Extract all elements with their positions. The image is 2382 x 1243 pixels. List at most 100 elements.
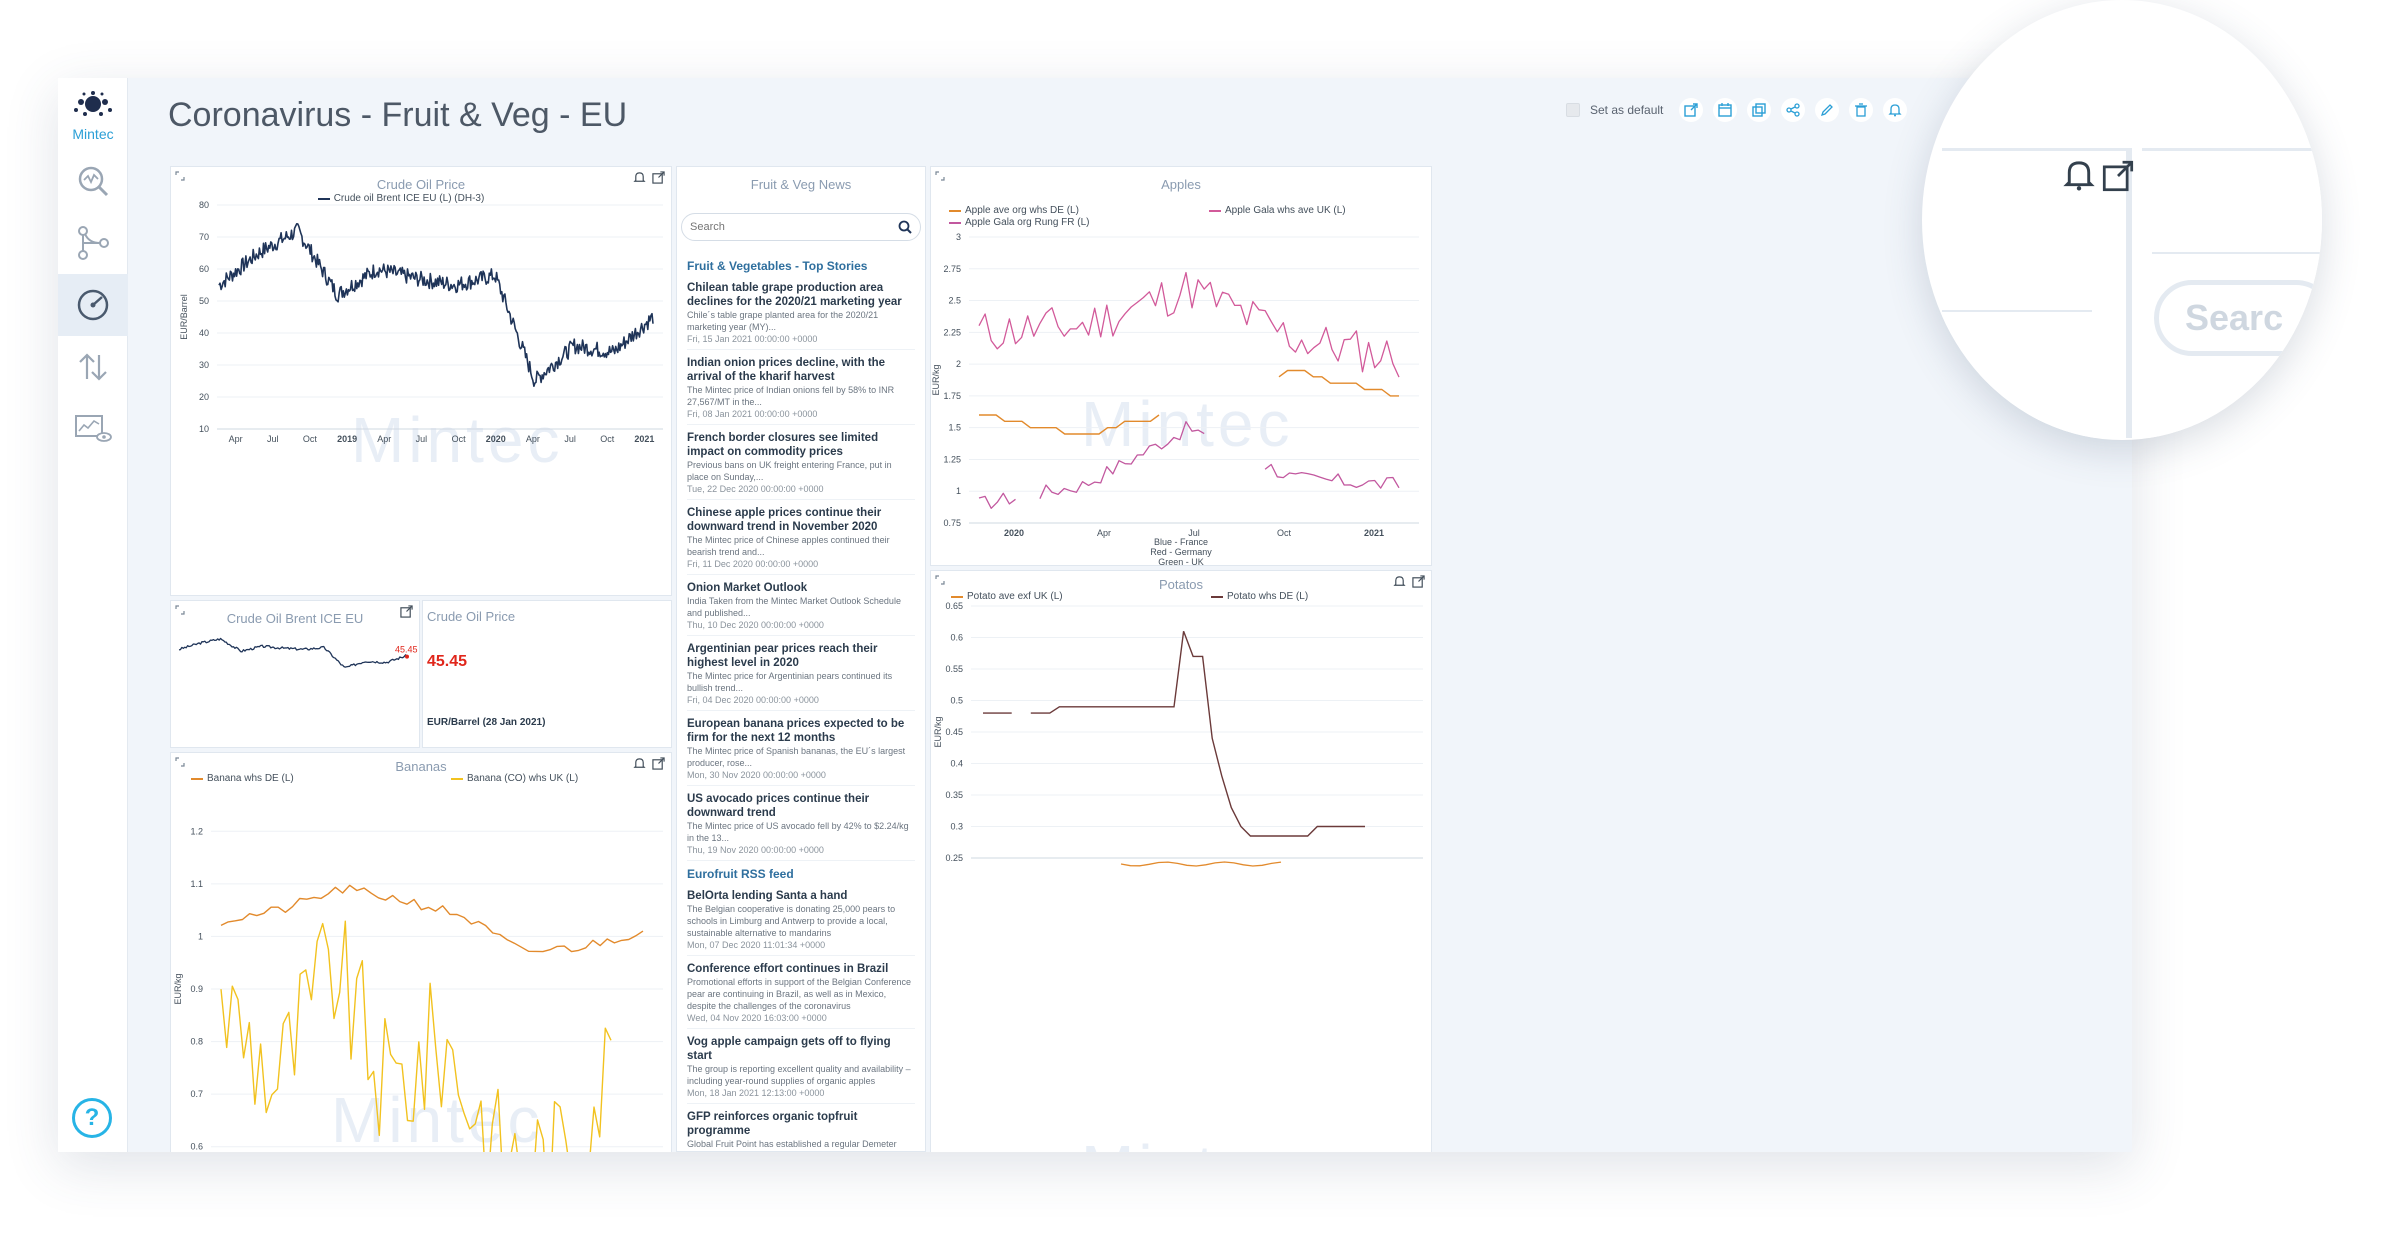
spark-chart: 45.45 bbox=[178, 637, 418, 668]
legend-item[interactable]: Potato ave exf UK (L) bbox=[951, 591, 1171, 602]
y-tick-label: 1.75 bbox=[943, 391, 961, 401]
x-tick-label: 2020 bbox=[486, 434, 506, 444]
news-headline[interactable]: Chilean table grape production area decl… bbox=[687, 282, 902, 308]
nav-search-analytics[interactable] bbox=[58, 150, 128, 212]
help-button[interactable]: ? bbox=[72, 1098, 112, 1138]
logo-icon bbox=[74, 91, 112, 116]
nav-network[interactable] bbox=[58, 212, 128, 274]
news-headline[interactable]: Indian onion prices decline, with the ar… bbox=[687, 357, 886, 383]
resize-icon[interactable] bbox=[935, 171, 945, 181]
panel-title: Crude Oil Price bbox=[427, 609, 516, 624]
news-item[interactable]: Chinese apple prices continue their down… bbox=[687, 504, 915, 575]
edit-icon[interactable] bbox=[1815, 98, 1840, 122]
x-tick-label: Jul bbox=[564, 434, 576, 444]
news-item[interactable]: BelOrta lending Santa a hand The Belgian … bbox=[687, 887, 915, 956]
news-headline[interactable]: US avocado prices continue their downwar… bbox=[687, 793, 870, 819]
news-item[interactable]: Indian onion prices decline, with the ar… bbox=[687, 354, 915, 425]
open-external-icon[interactable] bbox=[400, 605, 413, 618]
export-icon[interactable] bbox=[1679, 98, 1704, 122]
news-summary: The Mintec price of Chinese apples conti… bbox=[687, 535, 890, 557]
bell-icon[interactable] bbox=[1393, 575, 1406, 588]
legend-item[interactable]: Banana whs DE (L) bbox=[191, 773, 411, 784]
y-tick-label: 0.5 bbox=[950, 696, 963, 706]
news-item[interactable]: Onion Market Outlook India Taken from the… bbox=[687, 579, 915, 636]
news-item[interactable]: French border closures see limited impac… bbox=[687, 429, 915, 500]
delete-icon[interactable] bbox=[1849, 98, 1874, 122]
news-headline[interactable]: Vog apple campaign gets off to flying st… bbox=[687, 1036, 891, 1062]
news-date: Wed, 04 Nov 2020 16:03:00 +0000 bbox=[687, 1013, 827, 1023]
bell-icon[interactable] bbox=[633, 171, 646, 184]
toolbar: Set as default bbox=[1566, 98, 1908, 122]
nav-trade[interactable] bbox=[58, 336, 128, 398]
y-tick-label: 0.8 bbox=[190, 1037, 203, 1047]
mintec-logo[interactable]: Mintec bbox=[62, 88, 124, 142]
news-item[interactable]: GFP reinforces organic topfruit programm… bbox=[687, 1108, 915, 1151]
potatos-chart: 0.65 0.6 0.55 0.5 0.45 0.4 0.35 0.3 0.25 EUR/kg bbox=[933, 601, 1423, 867]
news-headline[interactable]: French border closures see limited impac… bbox=[687, 432, 879, 458]
news-date: Fri, 11 Dec 2020 00:00:00 +0000 bbox=[687, 559, 819, 569]
chart-eye-icon bbox=[75, 415, 112, 442]
legend-item[interactable]: Banana (CO) whs UK (L) bbox=[451, 773, 578, 784]
resize-icon[interactable] bbox=[175, 605, 185, 615]
open-external-icon[interactable] bbox=[652, 757, 665, 770]
news-item[interactable]: Argentinian pear prices reach their high… bbox=[687, 640, 915, 711]
news-item[interactable]: Vog apple campaign gets off to flying st… bbox=[687, 1033, 915, 1104]
open-external-icon[interactable] bbox=[2102, 160, 2134, 192]
news-item[interactable]: US avocado prices continue their downwar… bbox=[687, 790, 915, 861]
bell-icon[interactable] bbox=[2062, 158, 2096, 192]
legend-item[interactable]: Apple Gala org Rung FR (L) bbox=[949, 217, 1090, 228]
magnifier-chart-icon bbox=[78, 166, 109, 197]
search-button[interactable]: Searc bbox=[2154, 280, 2322, 356]
y-tick-label: 2.25 bbox=[943, 327, 961, 337]
panel-title: Crude Oil Brent ICE EU bbox=[226, 611, 364, 626]
bell-icon[interactable] bbox=[633, 757, 646, 770]
y-axis-label: EUR/kg bbox=[931, 364, 941, 395]
open-external-icon[interactable] bbox=[1412, 575, 1425, 588]
legend-item[interactable]: Apple Gala whs ave UK (L) bbox=[1209, 205, 1346, 216]
resize-icon[interactable] bbox=[175, 171, 185, 181]
legend-item[interactable]: Apple ave org whs DE (L) bbox=[949, 205, 1169, 216]
panel-title: Crude Oil Price bbox=[376, 177, 466, 192]
nav-dashboards[interactable] bbox=[58, 274, 128, 336]
y-tick-label: 0.7 bbox=[190, 1089, 203, 1099]
bell-icon[interactable] bbox=[1883, 98, 1908, 122]
y-tick-label: 30 bbox=[199, 360, 209, 370]
copy-icon[interactable] bbox=[1747, 98, 1772, 122]
apples-panel: Apples Mintec Apple ave org whs DE (L) A… bbox=[930, 166, 1432, 566]
resize-icon[interactable] bbox=[935, 575, 945, 585]
legend-item[interactable]: Crude oil Brent ICE EU (L) (DH-3) bbox=[317, 193, 484, 204]
panel-title: Bananas bbox=[395, 759, 447, 774]
y-tick-label: 50 bbox=[199, 296, 209, 306]
gauge-icon bbox=[77, 289, 109, 321]
news-search-input[interactable] bbox=[690, 221, 898, 233]
news-headline[interactable]: Chinese apple prices continue their down… bbox=[687, 507, 882, 533]
page-title: Coronavirus - Fruit & Veg - EU bbox=[168, 96, 628, 134]
news-headline[interactable]: Argentinian pear prices reach their high… bbox=[687, 643, 878, 669]
open-external-icon[interactable] bbox=[652, 171, 665, 184]
y-tick-label: 3 bbox=[956, 232, 961, 242]
x-tick-label: Jul bbox=[416, 434, 428, 444]
news-date: Thu, 10 Dec 2020 00:00:00 +0000 bbox=[687, 620, 824, 630]
chart-footer: Blue - France Red - Germany Green - UK bbox=[931, 537, 1431, 566]
y-tick-label: 20 bbox=[199, 392, 209, 402]
set-default-checkbox[interactable] bbox=[1566, 103, 1580, 117]
news-headline[interactable]: European banana prices expected to be fi… bbox=[687, 718, 905, 744]
nav-view[interactable] bbox=[58, 398, 128, 460]
news-headline[interactable]: BelOrta lending Santa a hand bbox=[687, 890, 848, 902]
news-headline[interactable]: Onion Market Outlook bbox=[687, 582, 808, 594]
series-line-apple-de bbox=[978, 271, 1400, 378]
y-tick-label: 0.25 bbox=[945, 853, 963, 863]
spark-line bbox=[178, 637, 408, 668]
news-headline[interactable]: GFP reinforces organic topfruit programm… bbox=[687, 1111, 858, 1137]
y-axis-label: EUR/Barrel bbox=[179, 294, 189, 340]
share-icon[interactable] bbox=[1781, 98, 1806, 122]
legend-item[interactable]: Potato whs DE (L) bbox=[1211, 591, 1308, 602]
calendar-icon[interactable] bbox=[1713, 98, 1738, 122]
search-icon[interactable] bbox=[898, 220, 912, 234]
news-item[interactable]: Chilean table grape production area decl… bbox=[687, 279, 915, 350]
news-headline[interactable]: Conference effort continues in Brazil bbox=[687, 963, 889, 975]
footer-line: Green - UK bbox=[1158, 557, 1204, 566]
resize-icon[interactable] bbox=[175, 757, 185, 767]
news-item[interactable]: European banana prices expected to be fi… bbox=[687, 715, 915, 786]
news-item[interactable]: Conference effort continues in Brazil Pro… bbox=[687, 960, 915, 1029]
